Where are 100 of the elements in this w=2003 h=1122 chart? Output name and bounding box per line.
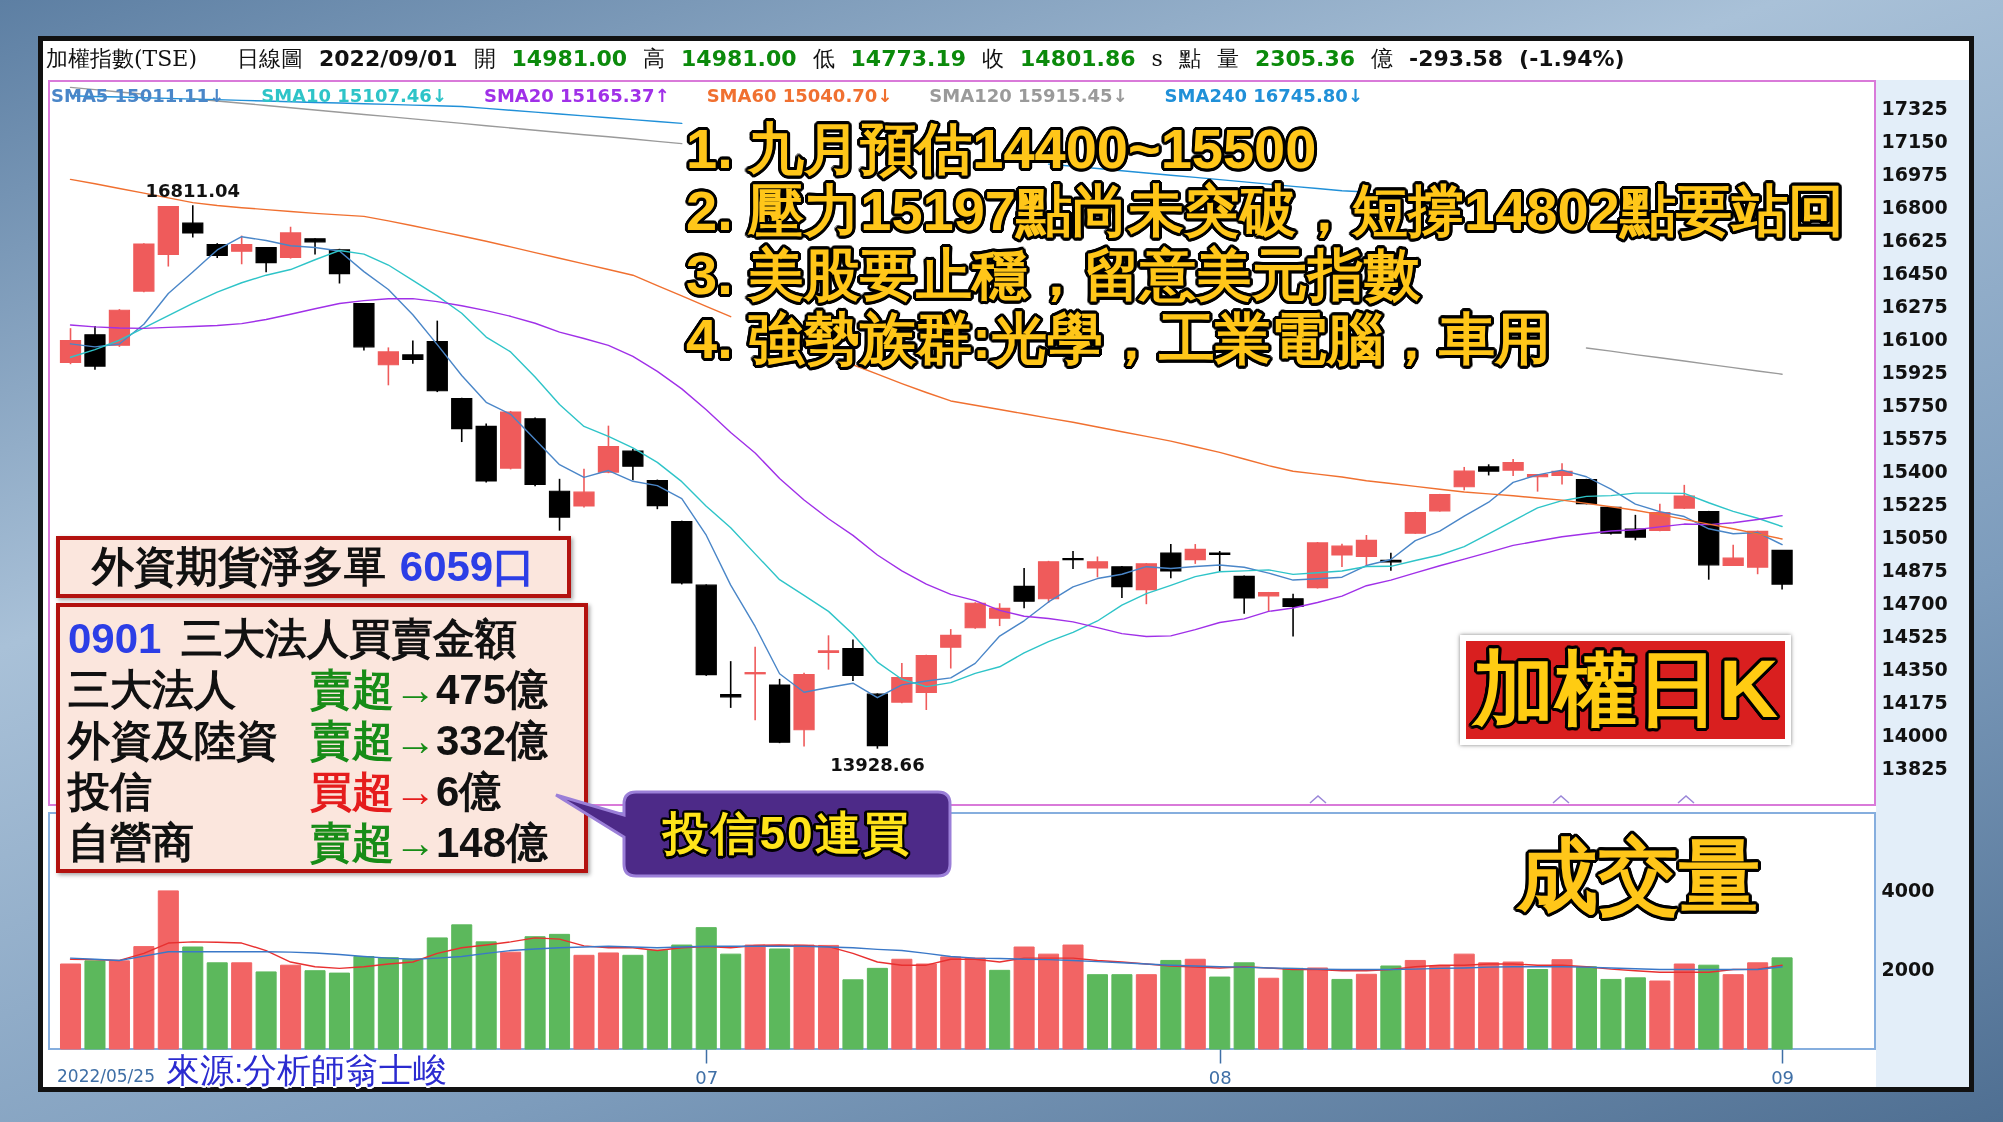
y-tick-label: 14875 bbox=[1881, 558, 1948, 581]
candlestick bbox=[1184, 543, 1206, 565]
bar bbox=[451, 924, 473, 1050]
bar bbox=[1673, 963, 1695, 1050]
bar bbox=[793, 944, 815, 1050]
bar bbox=[720, 953, 742, 1050]
bar bbox=[1649, 980, 1671, 1050]
bar bbox=[1698, 964, 1720, 1050]
candlestick bbox=[1331, 543, 1353, 568]
bar bbox=[573, 954, 595, 1050]
x-tick-label: 08 bbox=[1208, 1066, 1232, 1088]
bar bbox=[744, 944, 766, 1050]
bar bbox=[59, 963, 82, 1050]
bar bbox=[108, 960, 130, 1050]
text: SMA10 15107.46↓ bbox=[261, 85, 447, 106]
candlestick bbox=[402, 339, 424, 365]
annotation: 賣超→ bbox=[310, 666, 436, 713]
bar bbox=[182, 946, 204, 1050]
bar bbox=[84, 960, 106, 1050]
line-series bbox=[69, 945, 1783, 971]
annotation: 自營商 bbox=[68, 819, 194, 866]
candlestick bbox=[1673, 484, 1695, 510]
bar bbox=[1551, 959, 1573, 1050]
annotation: 332億 bbox=[436, 717, 549, 764]
bar bbox=[206, 962, 228, 1050]
annotation: 外資期貨淨多單 bbox=[91, 543, 386, 590]
bar bbox=[524, 936, 546, 1050]
bar bbox=[1527, 969, 1549, 1050]
candlestick bbox=[255, 246, 277, 274]
text: SMA20 15165.37↑ bbox=[483, 85, 670, 106]
bar bbox=[1209, 976, 1231, 1050]
candlestick bbox=[377, 346, 399, 387]
bar bbox=[622, 954, 644, 1050]
y-tick-label: 14175 bbox=[1881, 690, 1948, 713]
y-tick-label: 16275 bbox=[1881, 294, 1948, 317]
bar bbox=[1404, 959, 1426, 1050]
bar bbox=[646, 949, 668, 1050]
bar bbox=[475, 941, 497, 1050]
text: 2022/05/25 bbox=[57, 1066, 155, 1086]
y-tick-label: 4000 bbox=[1881, 879, 1935, 902]
bar bbox=[1502, 961, 1524, 1050]
annotation: 三大法人 bbox=[68, 666, 236, 713]
y-tick-label: 15575 bbox=[1881, 426, 1948, 449]
bar bbox=[1111, 974, 1133, 1050]
bar bbox=[231, 962, 253, 1050]
candlestick bbox=[182, 204, 204, 239]
annotation: 16811.04 bbox=[145, 180, 241, 202]
bar bbox=[549, 933, 571, 1050]
bar bbox=[817, 944, 840, 1050]
y-tick-label: 15400 bbox=[1881, 459, 1948, 482]
y-tick-label: 14700 bbox=[1881, 591, 1948, 614]
candlestick bbox=[1062, 550, 1084, 570]
text: SMA60 15040.70↓ bbox=[706, 85, 893, 106]
bar bbox=[1233, 962, 1255, 1050]
annotation: 1. 九月預估14400~15500 bbox=[686, 117, 1317, 180]
candlestick bbox=[622, 448, 644, 481]
candlestick bbox=[1355, 534, 1378, 568]
candlestick bbox=[1086, 555, 1109, 579]
candlestick bbox=[744, 646, 766, 722]
annotation: 0901 bbox=[68, 615, 162, 662]
bar bbox=[133, 946, 155, 1050]
annotation: 4. 強勢族群:光學，工業電腦，車用 bbox=[686, 307, 1551, 370]
candlestick bbox=[573, 468, 595, 509]
x-tick-label: 07 bbox=[695, 1066, 719, 1088]
candlestick bbox=[59, 327, 82, 365]
bar bbox=[1013, 946, 1035, 1050]
bar bbox=[695, 927, 717, 1050]
annotation: 投信 bbox=[68, 768, 152, 815]
line-series bbox=[69, 937, 1783, 974]
bar bbox=[304, 970, 326, 1050]
bar bbox=[1306, 967, 1329, 1050]
candlestick bbox=[1233, 574, 1255, 615]
candlestick bbox=[1282, 593, 1304, 638]
candlestick bbox=[1111, 565, 1133, 599]
y-tick-label: 16800 bbox=[1881, 195, 1948, 218]
bar bbox=[1747, 962, 1769, 1050]
annotation: 三大法人買賣金額 bbox=[181, 615, 518, 662]
text: SMA120 15915.45↓ bbox=[929, 85, 1128, 106]
bar bbox=[377, 957, 399, 1050]
y-tick-label: 14000 bbox=[1881, 723, 1948, 746]
y-tick-label: 2000 bbox=[1881, 958, 1935, 981]
bar bbox=[1062, 944, 1084, 1050]
annotation: 13928.66 bbox=[830, 753, 925, 775]
annotation: 2. 壓力15197點尚未突破，短撐14802點要站回 bbox=[686, 179, 1844, 242]
text: 日線圖 2022/09/01 開 14981.00 高 14981.00 低 14773.19 收 14801.86 s 點 量 2305.36 億 -293.58 (-1.94%) bbox=[236, 46, 1625, 71]
candlestick bbox=[1209, 550, 1231, 572]
annotation: 投信50連買 bbox=[663, 806, 911, 861]
bar bbox=[1086, 974, 1108, 1050]
bar bbox=[1038, 953, 1060, 1050]
bar bbox=[891, 958, 913, 1050]
bar bbox=[1380, 965, 1402, 1050]
bar bbox=[915, 963, 937, 1050]
text: SMA240 16745.80↓ bbox=[1164, 85, 1363, 106]
y-tick-label: 16975 bbox=[1881, 162, 1948, 185]
y-tick-label: 13825 bbox=[1881, 756, 1948, 779]
candlestick bbox=[817, 634, 840, 671]
bar bbox=[1282, 967, 1304, 1050]
bar bbox=[1429, 965, 1451, 1050]
bar bbox=[1331, 978, 1353, 1050]
annotation: 買超→ bbox=[310, 768, 436, 815]
